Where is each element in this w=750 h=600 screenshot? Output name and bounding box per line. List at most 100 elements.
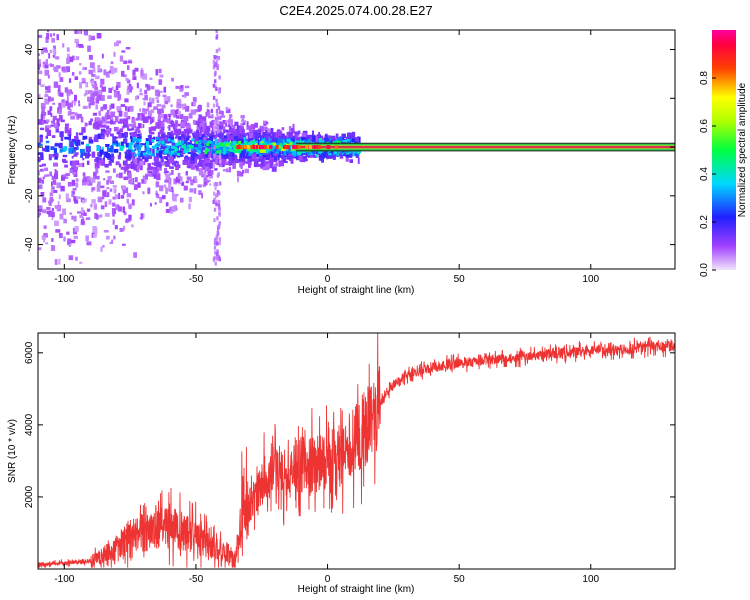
- heatmap-cell: [168, 189, 173, 192]
- heatmap-cell: [157, 115, 161, 120]
- heatmap-cell: [157, 108, 162, 114]
- heatmap-cell: [216, 65, 219, 70]
- heatmap-cell: [73, 235, 78, 239]
- heatmap-cell: [269, 142, 272, 146]
- heatmap-cell: [140, 69, 144, 76]
- heatmap-cell: [239, 171, 244, 177]
- heatmap-cell: [219, 110, 222, 115]
- heatmap-cell: [160, 120, 164, 124]
- heatmap-cell: [214, 261, 217, 266]
- heatmap-cell: [115, 85, 119, 91]
- heatmap-cell: [114, 194, 119, 200]
- heatmap-cell: [203, 136, 207, 143]
- heatmap-cell: [38, 34, 43, 38]
- heatmap-cell: [38, 152, 44, 155]
- heatmap-cell: [218, 150, 222, 153]
- signal-band-center: [295, 145, 675, 149]
- heatmap-cell: [202, 116, 207, 121]
- heatmap-cell: [286, 132, 289, 138]
- heatmap-cell: [66, 231, 70, 235]
- heatmap-cell: [128, 105, 134, 112]
- heatmap-cell: [54, 143, 59, 147]
- heatmap-cell: [252, 137, 256, 144]
- heatmap-cell: [50, 124, 55, 127]
- heatmap-cell: [187, 123, 191, 128]
- heatmap-cell: [290, 132, 293, 135]
- heatmap-cell: [168, 118, 171, 124]
- heatmap-cell: [155, 192, 159, 195]
- heatmap-cell: [126, 115, 131, 120]
- heatmap-cell: [198, 136, 202, 141]
- heatmap-cell: [179, 88, 183, 92]
- heatmap-cell: [126, 193, 132, 198]
- heatmap-cell: [51, 120, 55, 124]
- heatmap-cell: [44, 145, 50, 152]
- heatmap-cell: [191, 164, 195, 170]
- heatmap-cell: [150, 86, 155, 90]
- heatmap-cell: [184, 121, 188, 127]
- signal-blob: [250, 145, 254, 150]
- heatmap-cell: [166, 96, 171, 103]
- heatmap-cell: [141, 112, 145, 119]
- heatmap-cell: [90, 94, 95, 100]
- heatmap-cell: [56, 34, 59, 41]
- heatmap-cell: [209, 169, 214, 175]
- heatmap-cell: [219, 121, 225, 125]
- heatmap-cell: [271, 158, 277, 162]
- heatmap-cell: [88, 120, 92, 126]
- heatmap-cell: [156, 157, 159, 160]
- heatmap-cell: [193, 176, 197, 180]
- heatmap-cell: [155, 89, 160, 93]
- heatmap-cell: [234, 121, 239, 126]
- heatmap-cell: [99, 84, 103, 88]
- heatmap-cell: [111, 121, 116, 125]
- heatmap-cell: [68, 56, 74, 63]
- heatmap-cell: [147, 163, 151, 170]
- heatmap-cell: [195, 178, 198, 183]
- heatmap-cell: [161, 134, 165, 138]
- heatmap-cell: [66, 47, 70, 52]
- heatmap-cell: [215, 147, 219, 151]
- heatmap-cell: [115, 140, 118, 147]
- heatmap-cell: [42, 147, 47, 152]
- heatmap-cell: [39, 134, 43, 137]
- heatmap-cell: [194, 121, 197, 125]
- heatmap-cell: [202, 140, 206, 143]
- heatmap-cell: [123, 176, 128, 180]
- heatmap-cell: [327, 153, 332, 159]
- heatmap-cell: [160, 156, 164, 163]
- heatmap-cell: [123, 111, 128, 118]
- heatmap-cell: [209, 162, 214, 169]
- signal-blob: [317, 145, 321, 150]
- heatmap-cell: [187, 163, 192, 167]
- heatmap-cell: [58, 108, 61, 115]
- heatmap-cell: [41, 163, 46, 167]
- heatmap-cell: [256, 158, 262, 162]
- heatmap-cell: [210, 121, 213, 128]
- heatmap-cell: [222, 147, 226, 151]
- heatmap-cell: [260, 135, 264, 138]
- heatmap-cell: [41, 106, 45, 113]
- heatmap-cell: [208, 115, 213, 119]
- heatmap-cell: [87, 180, 93, 186]
- heatmap-cell: [241, 120, 247, 123]
- heatmap-cell: [193, 131, 196, 138]
- heatmap-cell: [82, 105, 88, 109]
- heatmap-cell: [128, 142, 132, 148]
- heatmap-cell: [49, 49, 52, 53]
- heatmap-cell: [262, 167, 267, 171]
- x-tick-label: 50: [454, 574, 466, 585]
- heatmap-cell: [102, 121, 107, 124]
- heatmap-cell: [148, 137, 153, 142]
- heatmap-cell: [123, 138, 128, 142]
- heatmap-cell: [113, 140, 117, 146]
- heatmap-cell: [275, 162, 278, 167]
- heatmap-cell: [122, 188, 126, 195]
- heatmap-cell: [193, 188, 197, 194]
- heatmap-cell: [241, 129, 245, 135]
- heatmap-cell: [72, 191, 76, 194]
- heatmap-cell: [326, 153, 329, 160]
- heatmap-cell: [127, 149, 132, 155]
- heatmap-cell: [185, 125, 190, 129]
- heatmap-cell: [213, 155, 218, 160]
